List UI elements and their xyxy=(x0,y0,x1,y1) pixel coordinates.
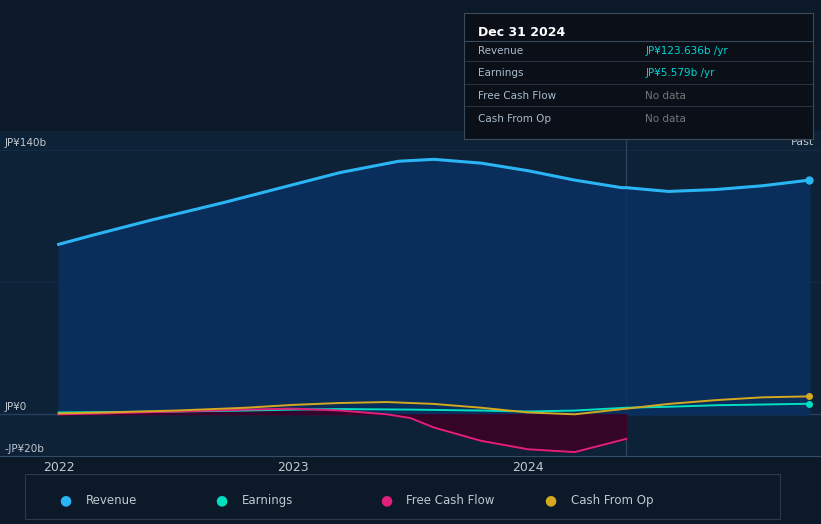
Text: ●: ● xyxy=(216,494,227,507)
Text: -JP¥20b: -JP¥20b xyxy=(5,444,44,454)
Text: Past: Past xyxy=(791,137,814,147)
Text: JP¥5.579b /yr: JP¥5.579b /yr xyxy=(645,69,715,79)
Text: ●: ● xyxy=(544,494,556,507)
Text: Revenue: Revenue xyxy=(478,46,523,56)
Text: Earnings: Earnings xyxy=(478,69,523,79)
Text: Revenue: Revenue xyxy=(86,494,138,507)
Text: No data: No data xyxy=(645,91,686,101)
Text: Free Cash Flow: Free Cash Flow xyxy=(478,91,556,101)
Text: ●: ● xyxy=(60,494,71,507)
Text: JP¥0: JP¥0 xyxy=(5,402,27,412)
Text: JP¥140b: JP¥140b xyxy=(5,138,47,148)
Text: Cash From Op: Cash From Op xyxy=(478,114,551,124)
Text: Earnings: Earnings xyxy=(242,494,294,507)
Text: Free Cash Flow: Free Cash Flow xyxy=(406,494,495,507)
Text: ●: ● xyxy=(380,494,392,507)
Text: Cash From Op: Cash From Op xyxy=(571,494,653,507)
Text: Dec 31 2024: Dec 31 2024 xyxy=(478,26,565,39)
Text: JP¥123.636b /yr: JP¥123.636b /yr xyxy=(645,46,728,56)
Text: No data: No data xyxy=(645,114,686,124)
